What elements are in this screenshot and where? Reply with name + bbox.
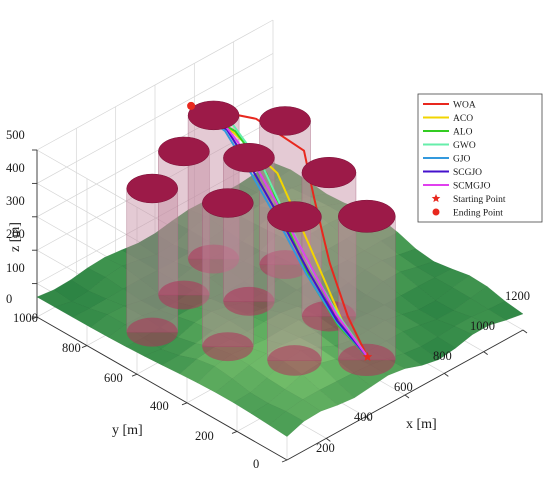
tick-layer: 0 100 200 300 400 500 1000 800 600 400 2… (6, 128, 530, 471)
x-tick-label: 600 (394, 380, 413, 394)
x-tick-label: 800 (433, 349, 452, 363)
legend-label: Ending Point (453, 209, 503, 219)
z-tick-label: 400 (6, 161, 25, 175)
obstacle-cylinder-base (223, 286, 275, 316)
z-tick-label: 100 (6, 261, 25, 275)
z-tick-label: 200 (6, 227, 25, 241)
y-tick-label: 800 (62, 341, 81, 355)
obstacle-cylinder-top (126, 173, 178, 204)
obstacle-cylinder-body (126, 188, 179, 333)
legend-label: SCMGJO (453, 182, 491, 192)
obstacle-cylinder-base (267, 345, 322, 376)
y-tick-mark (281, 459, 288, 463)
obstacle-cylinders-tops (126, 100, 396, 233)
obstacle-cylinder-body (267, 216, 322, 361)
obstacle-cylinder-base (188, 244, 240, 274)
x-tick-mark (404, 394, 410, 399)
obstacle-cylinder-top (267, 201, 322, 233)
marker-layer (187, 101, 373, 361)
y-tick-label: 200 (195, 429, 214, 443)
obstacle-cylinder-body (337, 215, 396, 361)
z-tick-label: 0 (6, 292, 12, 306)
y-tick-mark (231, 430, 238, 434)
legend-label: SCGJO (453, 168, 482, 178)
legend-label: ACO (453, 114, 473, 124)
x-tick-label: 1000 (470, 319, 495, 333)
x-tick-label: 1200 (505, 289, 530, 303)
y-tick-mark (131, 373, 138, 377)
z-tick-label: 500 (6, 128, 25, 142)
obstacle-cylinder-top (338, 199, 396, 233)
y-tick-mark (81, 345, 88, 349)
obstacle-cylinder-top (202, 188, 254, 218)
x-axis-label: x [m] (406, 417, 437, 432)
y-axis-label: y [m] (112, 423, 143, 438)
legend-label: ALO (453, 128, 473, 138)
obstacle-cylinder-base (158, 280, 210, 310)
x-tick-mark (522, 329, 528, 334)
x-tick-label: 400 (354, 410, 373, 424)
obstacle-cylinders-back (126, 115, 396, 377)
x-tick-mark (483, 351, 488, 356)
x-tick-mark (444, 372, 449, 377)
legend-label: Starting Point (453, 195, 506, 205)
path-woa (190, 104, 369, 358)
legend-label: GJO (453, 155, 471, 165)
y-tick-label: 1000 (13, 311, 38, 325)
legend-label: GWO (453, 141, 476, 151)
ending-point-marker (187, 101, 196, 110)
obstacle-cylinder-base (126, 317, 178, 347)
legend-star-icon (431, 194, 441, 203)
obstacle-cylinder-top (301, 157, 357, 189)
legend-label: WOA (453, 101, 476, 111)
x-tick-mark (326, 437, 331, 442)
obstacle-cylinder-top (187, 100, 240, 131)
obstacle-cylinder-body (202, 202, 254, 347)
terrain-patch (268, 411, 305, 437)
obstacle-cylinder-base (338, 343, 396, 377)
obstacle-cylinder-top (259, 106, 311, 136)
y-tick-label: 0 (253, 457, 259, 471)
obstacle-cylinder-base (202, 332, 254, 362)
legend: WOA ACO ALO GWO GJO SCGJO SCMGJO Starting Point… (417, 93, 543, 223)
x-tick-mark (365, 416, 370, 421)
obstacle-cylinder-top (223, 142, 275, 173)
y-tick-label: 600 (104, 371, 123, 385)
x-tick-label: 200 (316, 441, 335, 455)
obstacle-cylinder-top (158, 136, 210, 167)
z-axis-label: z [m] (8, 222, 23, 252)
legend-circle-icon (432, 208, 440, 216)
y-tick-label: 400 (150, 399, 169, 413)
y-tick-mark (181, 402, 188, 406)
starting-point-marker (362, 351, 373, 361)
z-tick-label: 300 (6, 194, 25, 208)
y-axis-line (36, 316, 288, 461)
